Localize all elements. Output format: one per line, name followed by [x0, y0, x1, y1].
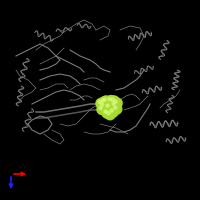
Circle shape: [112, 104, 122, 114]
Circle shape: [99, 97, 110, 108]
Circle shape: [101, 99, 104, 102]
Circle shape: [103, 98, 106, 101]
Circle shape: [102, 108, 113, 119]
Circle shape: [107, 112, 110, 115]
Circle shape: [108, 98, 111, 101]
Circle shape: [100, 103, 104, 106]
Circle shape: [112, 98, 122, 108]
Circle shape: [110, 100, 121, 111]
Circle shape: [112, 104, 122, 115]
Circle shape: [97, 105, 108, 115]
Circle shape: [112, 102, 115, 105]
Circle shape: [106, 96, 117, 106]
Circle shape: [105, 110, 115, 120]
Circle shape: [98, 100, 101, 104]
Circle shape: [111, 98, 114, 101]
Circle shape: [109, 96, 119, 106]
Circle shape: [99, 106, 102, 110]
Circle shape: [98, 101, 108, 111]
Circle shape: [96, 98, 106, 108]
Circle shape: [101, 96, 112, 107]
Circle shape: [96, 99, 107, 109]
Circle shape: [99, 101, 109, 112]
Circle shape: [104, 102, 115, 113]
Circle shape: [105, 110, 116, 120]
Circle shape: [110, 109, 113, 112]
Circle shape: [106, 96, 116, 106]
Circle shape: [104, 110, 107, 113]
Circle shape: [106, 104, 109, 107]
Circle shape: [97, 104, 107, 114]
Circle shape: [112, 98, 123, 109]
Circle shape: [102, 108, 112, 118]
Circle shape: [109, 96, 120, 107]
Circle shape: [110, 100, 120, 110]
Circle shape: [99, 97, 109, 107]
Circle shape: [108, 107, 118, 117]
Circle shape: [101, 96, 111, 106]
Circle shape: [108, 107, 119, 118]
Circle shape: [114, 100, 117, 103]
Circle shape: [104, 102, 114, 112]
Circle shape: [114, 106, 117, 109]
